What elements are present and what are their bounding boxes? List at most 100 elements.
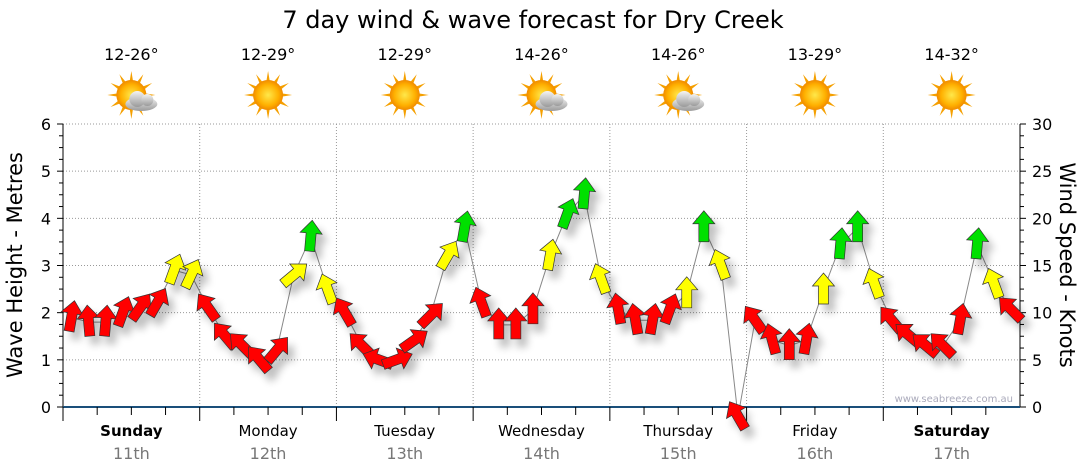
sun-ray (266, 71, 270, 82)
sun-ray (689, 83, 699, 90)
sun-ray (657, 83, 668, 90)
y-axis-left-label: Wave Height - Metres (3, 152, 27, 378)
sun-ray (281, 93, 293, 97)
sun-ray (962, 83, 973, 90)
sun-ray (256, 74, 263, 84)
cloud-part (129, 91, 146, 107)
sun-ray (949, 71, 954, 82)
sun-icon (927, 71, 976, 119)
sun-ray (930, 100, 941, 107)
y-tick-right: 30 (1032, 115, 1052, 134)
sun-ray (279, 83, 289, 90)
y-tick-right: 20 (1032, 209, 1052, 228)
sun-ray (794, 83, 804, 90)
wind-arrow (164, 253, 187, 286)
sun-ray (813, 108, 817, 119)
day-label: Tuesday (373, 422, 435, 440)
day-label: Sunday (100, 422, 163, 440)
wind-arrow (708, 249, 731, 281)
sun-ray (939, 74, 947, 84)
sun-ray (927, 93, 938, 97)
day-label: Friday (792, 422, 838, 440)
sun-ray (939, 106, 947, 116)
sun-ray (136, 74, 144, 84)
sun-ray (826, 83, 836, 90)
sun-ray (820, 74, 827, 84)
date-label: 13th (386, 444, 423, 463)
sun-ray (676, 71, 680, 82)
date-label: 11th (113, 444, 150, 463)
wind-arrow (811, 272, 836, 305)
cloud-part (688, 94, 701, 106)
y-tick-left: 0 (41, 398, 51, 417)
y-tick-left: 4 (41, 209, 51, 228)
y-tick-left: 3 (41, 257, 51, 276)
wind-arrow (435, 240, 460, 272)
sun-icon (790, 71, 839, 119)
sun-ray (266, 108, 270, 119)
sun-ray (802, 106, 810, 116)
cloud-part (551, 94, 564, 106)
y-tick-left: 5 (41, 162, 51, 181)
wind-arrow (572, 177, 597, 210)
wind-arrow (999, 297, 1026, 324)
day-label: Wednesday (498, 422, 585, 440)
wind-arrow (248, 346, 273, 375)
temperature-label: 12-29° (241, 45, 296, 64)
sun-ray (794, 100, 804, 107)
temperature-label: 14-26° (514, 45, 569, 64)
sun-ray (539, 71, 544, 82)
wind-arrow (930, 333, 958, 360)
sun-disc (936, 80, 967, 110)
wind-arrow (949, 302, 973, 336)
y-tick-right: 25 (1032, 162, 1052, 181)
date-label: 15th (660, 444, 697, 463)
sun-ray (415, 83, 426, 90)
sun-ray (552, 83, 563, 90)
wind-arrow (795, 322, 819, 356)
sun-ray (403, 108, 407, 119)
wind-arrow (675, 276, 699, 309)
sun-ray (820, 106, 827, 116)
sun-ray (657, 100, 668, 107)
sun-ray (403, 71, 407, 82)
sun-ray (828, 93, 839, 97)
sun-ray (119, 106, 126, 116)
date-label: 16th (797, 444, 834, 463)
wind-arrow (504, 307, 528, 340)
cloud-part (676, 91, 693, 107)
sun-ray (129, 108, 134, 119)
y-tick-left: 2 (41, 304, 51, 323)
sun-ray (930, 83, 941, 90)
sun-ray (957, 106, 964, 116)
sun-ray (949, 108, 954, 119)
sun-ray (384, 83, 394, 90)
cloud-icon (125, 91, 158, 111)
sun-ray (546, 74, 554, 84)
wind-arrow (263, 336, 288, 365)
temperature-label: 13-29° (788, 45, 843, 64)
partly-cloudy-icon (107, 71, 158, 119)
watermark: www.seabreeze.com.au (895, 394, 1013, 405)
sun-ray (384, 100, 394, 107)
wind-arrow (759, 323, 783, 356)
sun-ray (142, 83, 153, 90)
cloud-part (141, 94, 154, 106)
sun-ray (666, 106, 673, 116)
sun-ray (957, 74, 964, 84)
sun-ray (107, 93, 118, 97)
y-tick-left: 1 (41, 351, 51, 370)
sun-ray (520, 83, 531, 90)
sun-ray (802, 74, 810, 84)
wind-arrow (862, 267, 885, 300)
y-tick-left: 6 (41, 115, 51, 134)
sun-ray (520, 100, 531, 107)
sun-ray (410, 74, 417, 84)
sun-ray (529, 106, 537, 116)
wind-arrow (777, 328, 802, 361)
wind-arrow (829, 227, 853, 260)
sun-ray (826, 100, 836, 107)
sun-ray (380, 93, 391, 97)
sun-ray (279, 100, 289, 107)
